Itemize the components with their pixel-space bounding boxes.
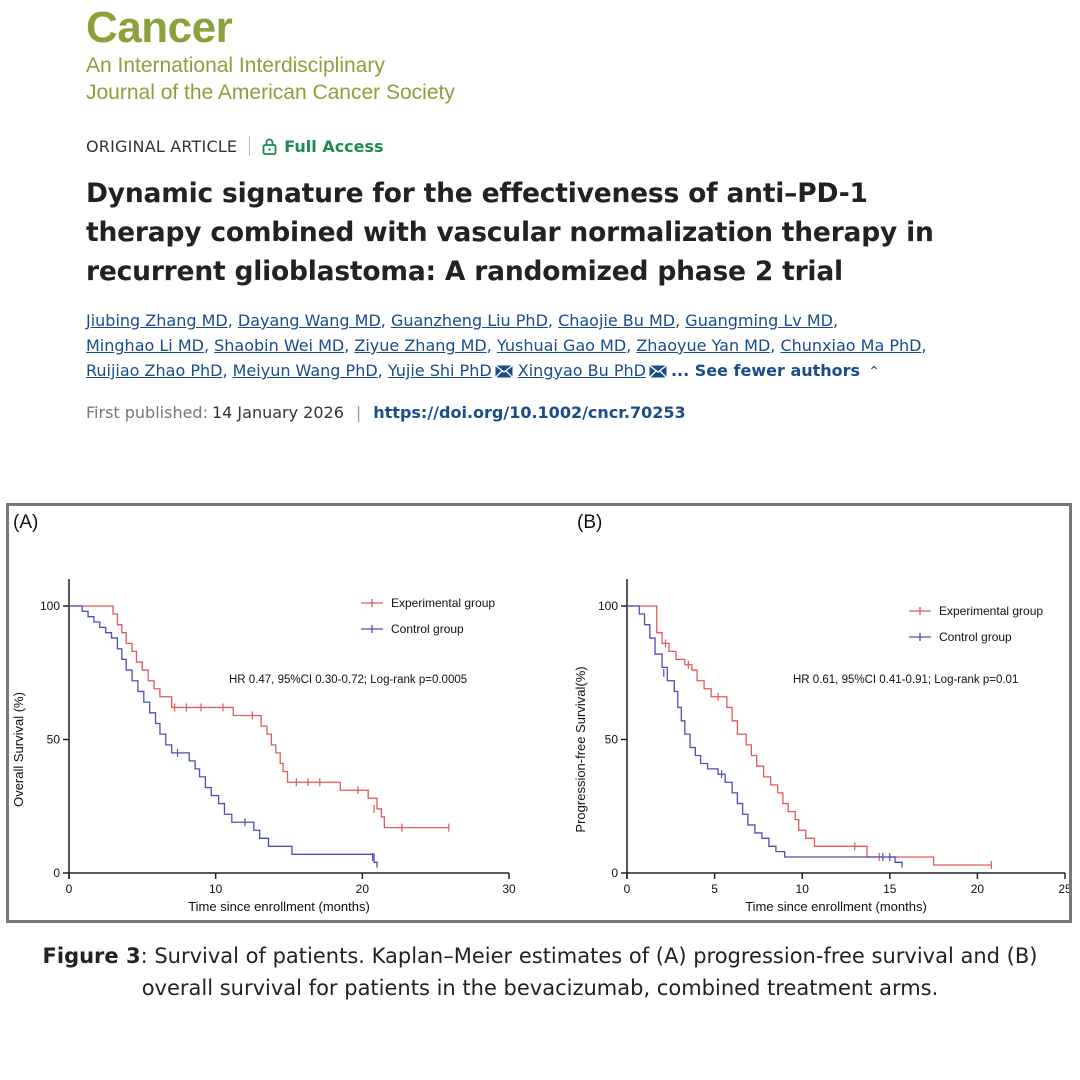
lock-open-icon bbox=[262, 138, 277, 155]
publication-info: First published: 14 January 2026 | https… bbox=[86, 403, 686, 422]
x-axis-label: Time since enrollment (months) bbox=[188, 899, 370, 914]
y-tick-label: 50 bbox=[605, 733, 619, 747]
email-icon[interactable] bbox=[494, 360, 513, 385]
journal-header: Cancer An International Interdisciplinar… bbox=[86, 4, 1046, 106]
km-curve-experimental bbox=[69, 605, 449, 829]
km-curve-control bbox=[69, 605, 378, 868]
figure-caption: Figure 3: Survival of patients. Kaplan–M… bbox=[20, 940, 1060, 1004]
author-link[interactable]: Guanzheng Liu PhD bbox=[390, 311, 548, 330]
km-chart-a: (A) 0 50 100 0 10 20 30 Time since enrollment (m… bbox=[11, 512, 516, 914]
author-link[interactable]: Ziyue Zhang MD bbox=[354, 336, 487, 355]
access-label: Full Access bbox=[284, 136, 384, 156]
x-tick-label: 0 bbox=[66, 882, 73, 896]
y-tick-label: 100 bbox=[598, 599, 618, 613]
author-list: Jiubing Zhang MD, Dayang Wang MD, Guanzh… bbox=[86, 308, 1006, 385]
panel-label: (A) bbox=[13, 512, 38, 533]
y-tick-label: 100 bbox=[40, 599, 60, 613]
y-axis-label: Overall Survival (%) bbox=[11, 692, 26, 807]
journal-subtitle-line2: Journal of the American Cancer Society bbox=[86, 81, 455, 104]
author-link[interactable]: Dayang Wang MD bbox=[237, 311, 381, 330]
caption-text: : Survival of patients. Kaplan–Meier est… bbox=[140, 944, 1038, 1000]
author-link[interactable]: Guangming Lv MD bbox=[685, 311, 833, 330]
x-tick-label: 15 bbox=[883, 882, 897, 896]
first-published-label: First published: bbox=[86, 403, 208, 422]
legend-entry: Experimental group bbox=[939, 604, 1043, 618]
article-title: Dynamic signature for the effectiveness … bbox=[86, 178, 934, 287]
hazard-ratio-annotation: HR 0.47, 95%CI 0.30-0.72; Log-rank p=0.0… bbox=[229, 674, 467, 686]
doi-link[interactable]: https://doi.org/10.1002/cncr.70253 bbox=[373, 403, 686, 422]
y-tick-label: 0 bbox=[53, 866, 60, 880]
y-tick-label: 50 bbox=[47, 733, 61, 747]
author-link[interactable]: Meiyun Wang PhD bbox=[232, 361, 378, 380]
km-curve-control bbox=[627, 605, 903, 868]
y-tick-label: 0 bbox=[611, 866, 618, 880]
x-tick-label: 10 bbox=[209, 882, 223, 896]
email-icon[interactable] bbox=[648, 360, 667, 385]
author-link[interactable]: Jiubing Zhang MD bbox=[86, 311, 228, 330]
hazard-ratio-annotation: HR 0.61, 95%CI 0.41-0.91; Log-rank p=0.0… bbox=[793, 674, 1018, 686]
article-type: ORIGINAL ARTICLE bbox=[86, 136, 238, 156]
author-link[interactable]: Chaojie Bu MD bbox=[558, 311, 676, 330]
author-link[interactable]: Shaobin Wei MD bbox=[214, 336, 345, 355]
km-curve-experimental bbox=[627, 605, 992, 866]
x-tick-label: 20 bbox=[356, 882, 370, 896]
first-published-date: 14 January 2026 bbox=[211, 403, 344, 422]
y-axis-label: Progression-free Survival(%) bbox=[573, 666, 588, 832]
author-link[interactable]: Yujie Shi PhD bbox=[387, 361, 492, 380]
legend-entry: Control group bbox=[391, 622, 464, 636]
x-tick-label: 25 bbox=[1058, 882, 1069, 896]
km-chart-b: (B) 0 50 100 0 5 10 15 20 25 Time since enrollment… bbox=[573, 512, 1069, 914]
caption-label: Figure 3 bbox=[42, 944, 141, 968]
panel-label: (B) bbox=[577, 512, 602, 533]
x-tick-label: 5 bbox=[711, 882, 718, 896]
article-meta-row: ORIGINAL ARTICLE Full Access bbox=[86, 136, 384, 156]
figure-3: (A) 0 50 100 0 10 20 30 Time since enrollment (m… bbox=[6, 503, 1072, 923]
divider: | bbox=[355, 403, 362, 422]
x-tick-label: 20 bbox=[971, 882, 985, 896]
author-link[interactable]: Chunxiao Ma PhD bbox=[780, 336, 922, 355]
x-tick-label: 10 bbox=[796, 882, 810, 896]
see-fewer-authors-button[interactable]: ... See fewer authors bbox=[670, 361, 861, 380]
author-link[interactable]: Ruijiao Zhao PhD bbox=[86, 361, 223, 380]
author-link[interactable]: Zhaoyue Yan MD bbox=[636, 336, 771, 355]
author-link[interactable]: Minghao Li MD bbox=[86, 336, 204, 355]
full-access-badge: Full Access bbox=[262, 136, 384, 156]
x-tick-label: 30 bbox=[502, 882, 516, 896]
x-axis-label: Time since enrollment (months) bbox=[745, 899, 927, 914]
legend-entry: Experimental group bbox=[391, 596, 495, 610]
author-link[interactable]: Yushuai Gao MD bbox=[496, 336, 627, 355]
chevron-up-icon[interactable]: ⌃ bbox=[868, 364, 880, 380]
journal-subtitle-line1: An International Interdisciplinary bbox=[86, 54, 385, 77]
x-tick-label: 0 bbox=[624, 882, 631, 896]
journal-name[interactable]: Cancer bbox=[86, 3, 233, 52]
author-link[interactable]: Xingyao Bu PhD bbox=[517, 361, 646, 380]
legend-entry: Control group bbox=[939, 630, 1012, 644]
divider bbox=[249, 136, 251, 156]
